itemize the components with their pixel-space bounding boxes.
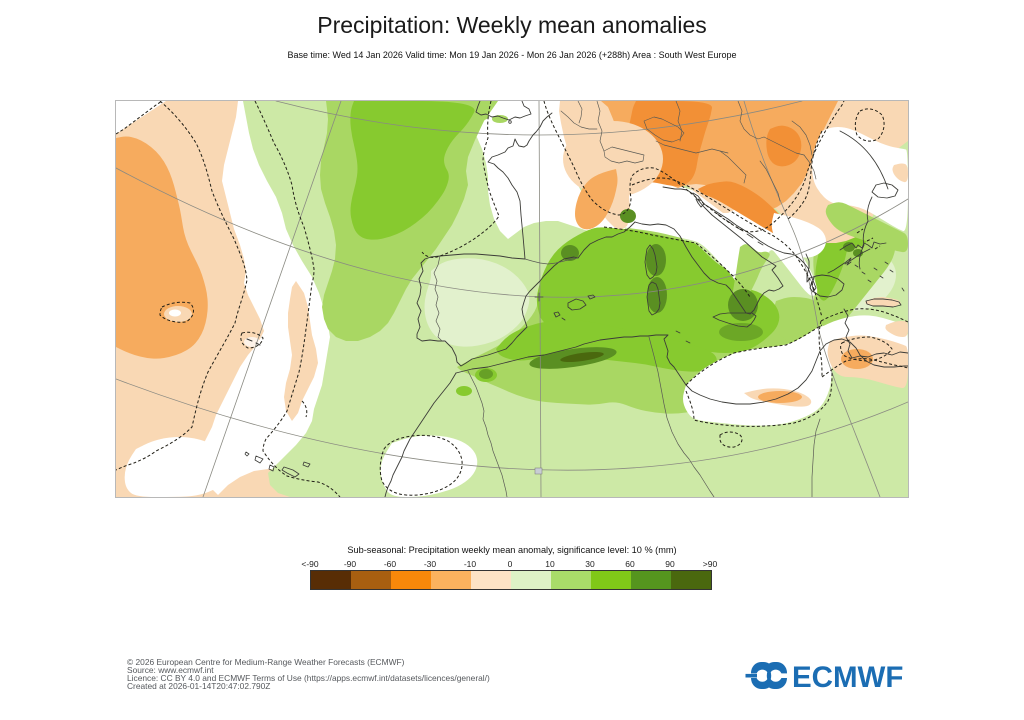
svg-text:ECMWF: ECMWF [792, 661, 903, 694]
